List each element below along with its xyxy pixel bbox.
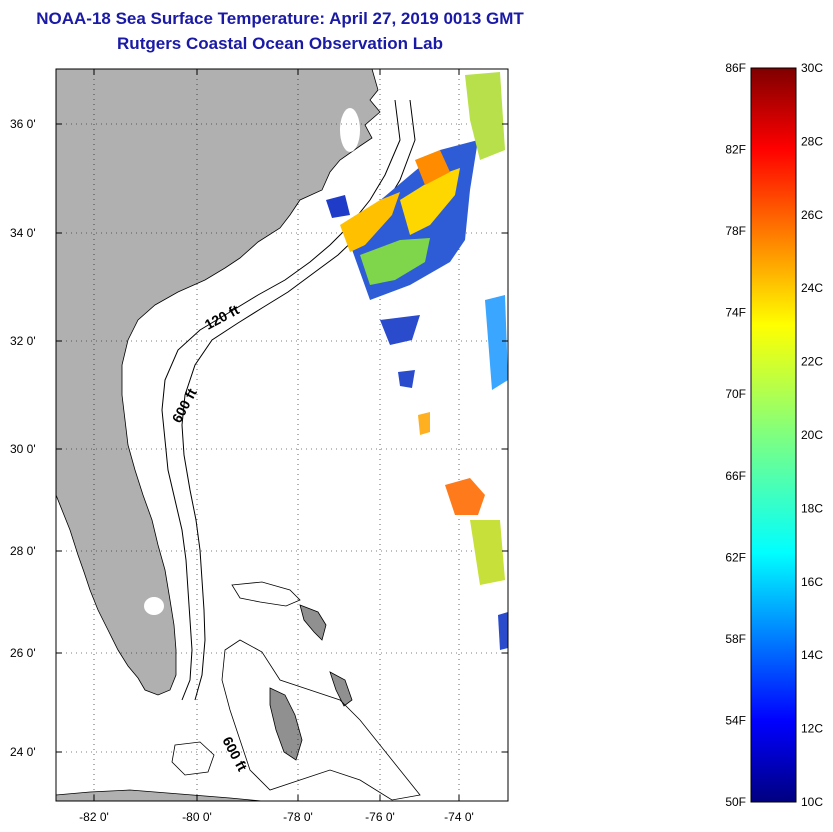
colorbar-c-label: 14C bbox=[801, 648, 823, 662]
swath-small-patch-4 bbox=[498, 612, 508, 650]
andros-island bbox=[269, 687, 303, 761]
colorbar-f-label: 66F bbox=[725, 469, 746, 483]
colorbar-f-label: 82F bbox=[725, 143, 746, 157]
colorbar-f-label: 50F bbox=[725, 795, 746, 809]
lat-label-30: 30 0' bbox=[10, 442, 36, 456]
grand-bahama bbox=[231, 581, 301, 607]
colorbar-c-label: 20C bbox=[801, 428, 823, 442]
figure-title: NOAA-18 Sea Surface Temperature: April 2… bbox=[36, 9, 524, 28]
colorbar-gradient bbox=[750, 67, 797, 803]
colorbar-f-label: 70F bbox=[725, 387, 746, 401]
colorbar-c-label: 10C bbox=[801, 795, 823, 809]
colorbar-f-label: 78F bbox=[725, 224, 746, 238]
colorbar-f-label: 86F bbox=[725, 61, 746, 75]
map-frame bbox=[55, 68, 509, 802]
colorbar-f-label: 58F bbox=[725, 632, 746, 646]
lat-label-24: 24 0' bbox=[10, 745, 36, 759]
lon-label-76: -76 0' bbox=[365, 810, 395, 824]
grid-lines bbox=[56, 69, 508, 801]
abaco-island bbox=[299, 604, 327, 641]
swath-small-patch-2 bbox=[380, 315, 420, 345]
lat-label-36: 36 0' bbox=[10, 117, 36, 131]
figure-subtitle: Rutgers Coastal Ocean Observation Lab bbox=[117, 34, 443, 53]
bahama-bank-contour bbox=[221, 639, 421, 801]
swath-warm-band-2 bbox=[400, 168, 460, 235]
colorbar-c-label: 24C bbox=[801, 281, 823, 295]
pamlico-sound bbox=[340, 108, 360, 152]
swath-warm-band-1 bbox=[340, 192, 400, 252]
swath-green-patch bbox=[360, 238, 430, 285]
swath-south-patch bbox=[470, 520, 505, 585]
eleuthera-island bbox=[329, 671, 353, 707]
lon-label-80: -80 0' bbox=[182, 810, 212, 824]
colorbar: 86F 82F 78F 74F 70F 66F 62F 58F 54F 50F 30C 28C 26C… bbox=[725, 61, 823, 809]
swath-north-patch bbox=[465, 72, 505, 160]
bahama-shelf-outline bbox=[171, 741, 215, 776]
sst-swath bbox=[326, 72, 508, 650]
colorbar-c-label: 26C bbox=[801, 208, 823, 222]
colorbar-celsius-labels: 30C 28C 26C 24C 22C 20C 18C 16C 14C 12C 10C bbox=[801, 61, 823, 809]
colorbar-fahrenheit-labels: 86F 82F 78F 74F 70F 66F 62F 58F 54F 50F bbox=[725, 61, 746, 809]
colorbar-c-label: 18C bbox=[801, 501, 823, 515]
colorbar-c-label: 30C bbox=[801, 61, 823, 75]
tick-marks bbox=[56, 69, 508, 801]
colorbar-f-label: 74F bbox=[725, 306, 746, 320]
lat-label-34: 34 0' bbox=[10, 226, 36, 240]
lat-label-26: 26 0' bbox=[10, 646, 36, 660]
colorbar-f-label: 62F bbox=[725, 550, 746, 564]
colorbar-f-label: 54F bbox=[725, 713, 746, 727]
colorbar-c-label: 12C bbox=[801, 722, 823, 736]
lat-label-28: 28 0' bbox=[10, 544, 36, 558]
colorbar-c-label: 16C bbox=[801, 575, 823, 589]
lat-label-32: 32 0' bbox=[10, 334, 36, 348]
swath-coast-patch bbox=[326, 195, 350, 218]
swath-east-patch bbox=[485, 295, 508, 390]
lake-okeechobee bbox=[144, 597, 164, 615]
us-mainland bbox=[56, 69, 381, 696]
map-plot: 120 ft 600 ft 600 ft 36 0' 34 0' 32 0' 3… bbox=[10, 68, 509, 824]
lon-label-82: -82 0' bbox=[79, 810, 109, 824]
lon-label-74: -74 0' bbox=[444, 810, 474, 824]
lon-label-78: -78 0' bbox=[283, 810, 313, 824]
swath-gulfstream-patch bbox=[445, 478, 485, 515]
colorbar-c-label: 22C bbox=[801, 355, 823, 369]
colorbar-c-label: 28C bbox=[801, 134, 823, 148]
swath-orange-patch bbox=[415, 150, 450, 185]
swath-small-patch-1 bbox=[418, 412, 430, 435]
swath-small-patch-3 bbox=[398, 370, 415, 388]
